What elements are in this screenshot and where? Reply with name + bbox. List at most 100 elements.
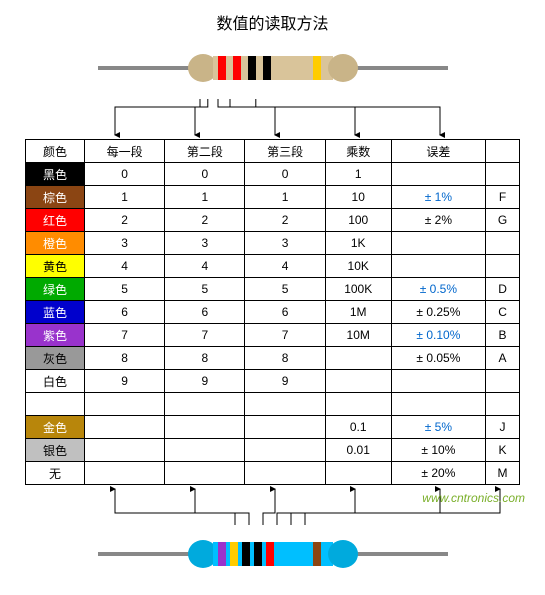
table-row: 橙色3331K [26,232,520,255]
color-band [233,56,241,80]
value-cell: 4 [85,255,165,278]
color-band [313,56,321,80]
value-cell: 1 [245,186,325,209]
color-label-cell: 紫色 [26,324,85,347]
tolerance-cell: ± 2% [391,209,485,232]
tolerance-cell [391,370,485,393]
tolerance-cell [391,255,485,278]
value-cell [165,416,245,439]
value-cell [245,393,325,416]
lead-right [348,66,448,70]
value-cell [85,393,165,416]
table-header: 颜色 [26,140,85,163]
value-cell: 7 [85,324,165,347]
code-cell [486,255,520,278]
code-cell [486,393,520,416]
code-cell: A [486,347,520,370]
table-row: 银色0.01± 10%K [26,439,520,462]
value-cell: 4 [245,255,325,278]
code-cell: C [486,301,520,324]
value-cell: 10K [325,255,391,278]
table-row [26,393,520,416]
value-cell: 3 [85,232,165,255]
value-cell: 2 [85,209,165,232]
lead-left [98,66,198,70]
value-cell [85,439,165,462]
code-cell [486,370,520,393]
table-row: 紫色77710M± 0.10%B [26,324,520,347]
table-header: 第三段 [245,140,325,163]
value-cell: 0.1 [325,416,391,439]
value-cell: 9 [165,370,245,393]
color-band [266,542,274,566]
table-header: 每一段 [85,140,165,163]
table-header: 误差 [391,140,485,163]
code-cell: J [486,416,520,439]
tolerance-cell: ± 0.10% [391,324,485,347]
value-cell: 0.01 [325,439,391,462]
bottom-resistor [98,530,448,580]
value-cell [325,370,391,393]
color-label-cell: 黑色 [26,163,85,186]
table-header: 第二段 [165,140,245,163]
value-cell: 4 [165,255,245,278]
value-cell: 100K [325,278,391,301]
value-cell: 5 [245,278,325,301]
color-band [254,542,262,566]
tolerance-cell: ± 0.25% [391,301,485,324]
page-title: 数值的读取方法 [216,10,328,34]
value-cell [165,439,245,462]
color-label-cell: 银色 [26,439,85,462]
value-cell: 6 [245,301,325,324]
color-label-cell: 橙色 [26,232,85,255]
table-row: 灰色888± 0.05%A [26,347,520,370]
value-cell: 1 [85,186,165,209]
value-cell [85,416,165,439]
color-code-table: 颜色每一段第二段第三段乘数误差 黑色0001棕色11110± 1%F红色2221… [25,139,520,485]
tolerance-cell [391,163,485,186]
value-cell [325,393,391,416]
table-header [486,140,520,163]
code-cell: D [486,278,520,301]
color-label-cell: 绿色 [26,278,85,301]
tolerance-cell: ± 1% [391,186,485,209]
value-cell [325,462,391,485]
value-cell: 10 [325,186,391,209]
value-cell: 5 [165,278,245,301]
value-cell: 6 [165,301,245,324]
value-cell [245,439,325,462]
color-band [313,542,321,566]
table-row: 白色999 [26,370,520,393]
tolerance-cell: ± 20% [391,462,485,485]
table-row: 黑色0001 [26,163,520,186]
table-row: 蓝色6661M± 0.25%C [26,301,520,324]
value-cell [85,462,165,485]
value-cell [165,462,245,485]
color-label-cell: 棕色 [26,186,85,209]
color-label-cell: 无 [26,462,85,485]
value-cell [165,393,245,416]
tolerance-cell [391,232,485,255]
code-cell: F [486,186,520,209]
value-cell: 8 [85,347,165,370]
lead-right [348,552,448,556]
color-label-cell: 白色 [26,370,85,393]
value-cell: 5 [85,278,165,301]
color-label-cell: 灰色 [26,347,85,370]
color-band [230,542,238,566]
top-arrows [25,99,520,139]
color-band [242,542,250,566]
table-row: 红色222100± 2%G [26,209,520,232]
value-cell: 1M [325,301,391,324]
value-cell: 6 [85,301,165,324]
code-cell [486,232,520,255]
table-row: 无± 20%M [26,462,520,485]
code-cell: G [486,209,520,232]
value-cell: 7 [165,324,245,347]
value-cell: 2 [165,209,245,232]
value-cell: 0 [165,163,245,186]
color-band [218,56,226,80]
color-label-cell [26,393,85,416]
color-label-cell: 蓝色 [26,301,85,324]
value-cell: 3 [165,232,245,255]
